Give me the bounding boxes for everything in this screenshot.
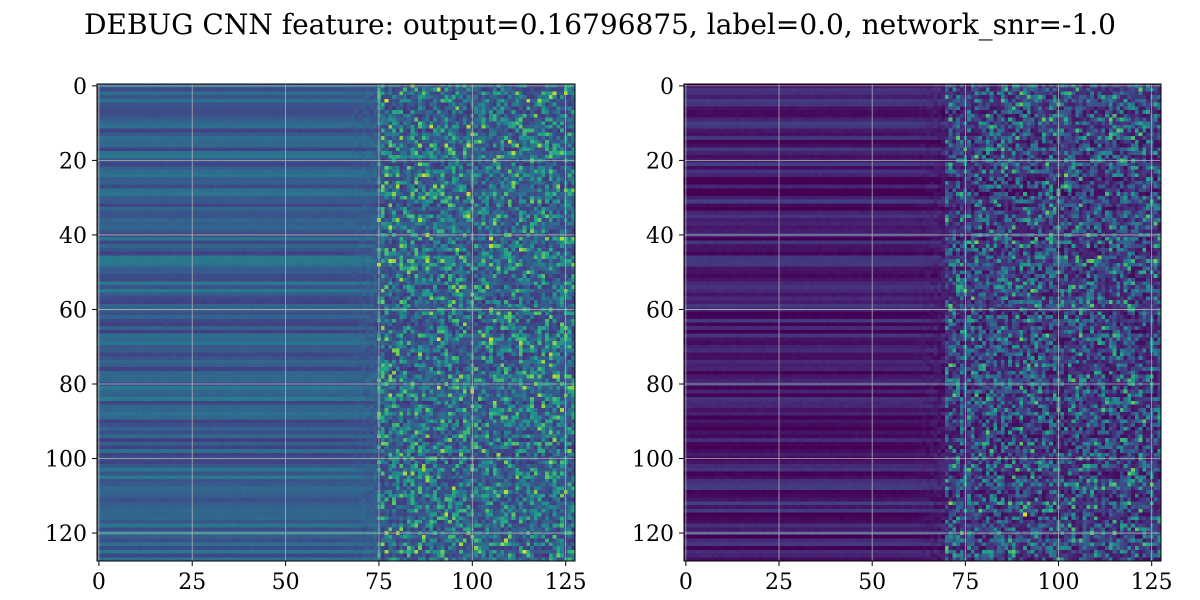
y-tick-label: 120 bbox=[45, 522, 87, 547]
heatmap-cells bbox=[97, 84, 575, 561]
y-tick-label: 100 bbox=[632, 448, 674, 473]
y-tick-label: 80 bbox=[646, 373, 674, 398]
x-tick-label: 25 bbox=[765, 570, 793, 595]
y-tick-label: 40 bbox=[59, 224, 87, 249]
x-tick-label: 50 bbox=[272, 570, 300, 595]
x-tick-label: 100 bbox=[1038, 570, 1080, 595]
y-tick-label: 60 bbox=[646, 298, 674, 323]
y-tick-label: 40 bbox=[646, 224, 674, 249]
y-tick-label: 60 bbox=[59, 298, 87, 323]
y-tick-label: 0 bbox=[73, 75, 87, 100]
heatmap-panel-1: 0 25 50 75 100 125 0 20 40 60 80 100 120 bbox=[45, 75, 587, 595]
x-tick-label: 75 bbox=[365, 570, 393, 595]
x-tick-label: 50 bbox=[858, 570, 886, 595]
y-tick-label: 20 bbox=[646, 149, 674, 174]
figure-title: DEBUG CNN feature: output=0.16796875, la… bbox=[84, 8, 1116, 41]
y-tick-label: 0 bbox=[660, 75, 674, 100]
y-tick-label: 120 bbox=[632, 522, 674, 547]
y-tick-label: 80 bbox=[59, 373, 87, 398]
plot-frame bbox=[683, 83, 1162, 562]
x-tick-label: 125 bbox=[1131, 570, 1173, 595]
y-tick-label: 100 bbox=[45, 448, 87, 473]
x-tick-label: 75 bbox=[951, 570, 979, 595]
x-tick-label: 100 bbox=[451, 570, 493, 595]
x-tick-label: 0 bbox=[679, 570, 693, 595]
x-tick-label: 125 bbox=[545, 570, 587, 595]
plot-frame bbox=[96, 83, 576, 562]
x-tick-label: 0 bbox=[92, 570, 106, 595]
heatmap-cells bbox=[684, 84, 1161, 561]
gridlines bbox=[684, 84, 1161, 561]
x-tick-label: 25 bbox=[178, 570, 206, 595]
heatmap-panel-2: 0 25 50 75 100 125 0 20 40 60 80 100 120 bbox=[632, 75, 1173, 595]
gridlines bbox=[97, 84, 575, 561]
y-tick-label: 20 bbox=[59, 149, 87, 174]
